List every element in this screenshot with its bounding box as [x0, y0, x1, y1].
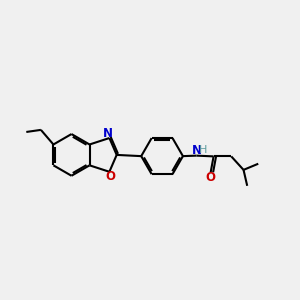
- Text: N: N: [192, 145, 202, 158]
- Text: H: H: [199, 145, 207, 155]
- Text: O: O: [206, 171, 215, 184]
- Text: N: N: [103, 127, 113, 140]
- Text: O: O: [106, 170, 116, 183]
